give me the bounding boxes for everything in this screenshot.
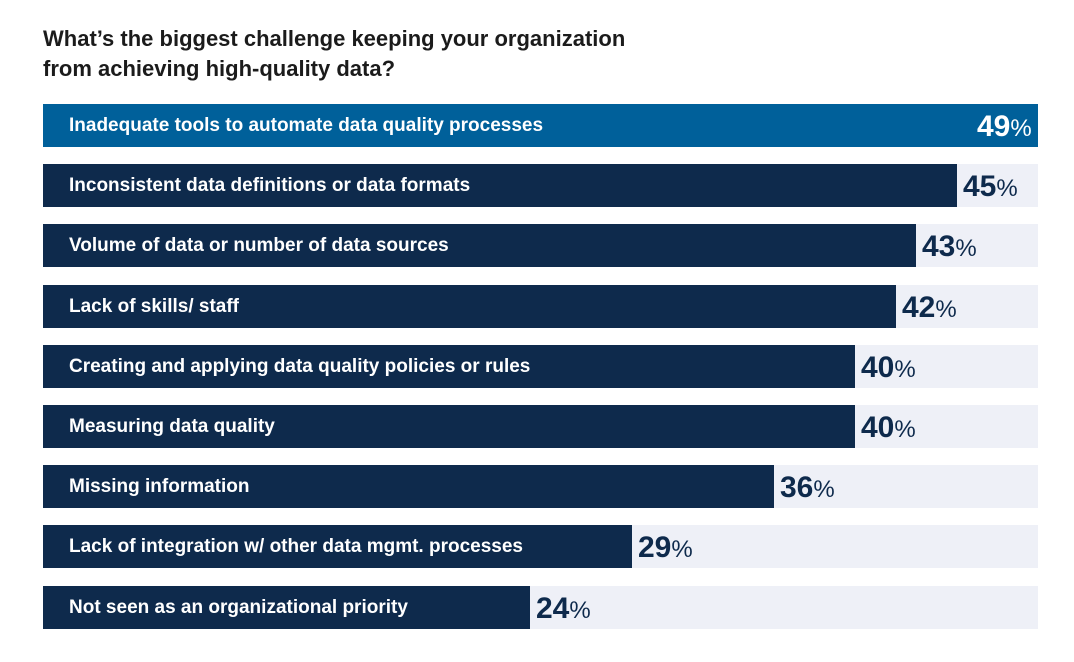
- data-label-percent-sign: %: [935, 296, 957, 323]
- data-label-number: 29: [638, 531, 672, 564]
- data-label-number: 40: [861, 351, 895, 384]
- data-label-percent-sign: %: [955, 235, 977, 262]
- data-label-percent-sign: %: [569, 597, 591, 624]
- bar-chart: Inadequate tools to automate data qualit…: [43, 104, 1038, 629]
- data-label: 40%: [861, 345, 916, 388]
- bar-row: Inconsistent data definitions or data fo…: [43, 164, 1038, 207]
- bar-row: Inadequate tools to automate data qualit…: [43, 104, 1038, 147]
- bar-row: Volume of data or number of data sources…: [43, 224, 1038, 267]
- data-label-number: 45: [963, 170, 997, 203]
- bar-label: Volume of data or number of data sources: [69, 235, 449, 256]
- bar-row: Missing information 36%: [43, 465, 1038, 508]
- data-label-percent-sign: %: [996, 175, 1018, 202]
- data-label: 43%: [922, 224, 977, 267]
- bar-label: Lack of integration w/ other data mgmt. …: [69, 536, 523, 557]
- bar-label: Lack of skills/ staff: [69, 296, 240, 317]
- bar: [43, 164, 957, 207]
- data-label-number: 36: [780, 471, 814, 504]
- data-label-percent-sign: %: [894, 416, 916, 443]
- bar-row: Measuring data quality 40%: [43, 405, 1038, 448]
- bar-row: Lack of integration w/ other data mgmt. …: [43, 525, 1038, 568]
- data-label: 42%: [902, 285, 957, 328]
- bar-label: Measuring data quality: [69, 416, 275, 437]
- data-label-percent-sign: %: [671, 536, 693, 563]
- bar: [43, 285, 896, 328]
- data-label: 40%: [861, 405, 916, 448]
- chart-title: What’s the biggest challenge keeping you…: [43, 26, 626, 81]
- data-label-number: 40: [861, 411, 895, 444]
- data-label-percent-sign: %: [894, 356, 916, 383]
- data-label-number: 42: [902, 291, 936, 324]
- bar: [43, 345, 855, 388]
- data-label-percent-sign: %: [813, 476, 835, 503]
- data-label-number: 24: [536, 592, 570, 625]
- data-label: 29%: [638, 525, 693, 568]
- bar-label: Missing information: [69, 476, 250, 497]
- bar-row: Creating and applying data quality polic…: [43, 345, 1038, 388]
- bar-label: Inconsistent data definitions or data fo…: [69, 175, 471, 196]
- bar: [43, 465, 774, 508]
- bar-label: Not seen as an organizational priority: [69, 597, 408, 618]
- bar-row: Lack of skills/ staff 42%: [43, 285, 1038, 328]
- bar: [43, 405, 855, 448]
- data-label: 36%: [780, 465, 835, 508]
- bar-label: Creating and applying data quality polic…: [69, 356, 531, 377]
- bar: [43, 586, 530, 629]
- data-label: 24%: [536, 586, 591, 629]
- data-label-percent-sign: %: [1010, 115, 1032, 142]
- data-label-number: 43: [922, 230, 956, 263]
- bar-row: Not seen as an organizational priority 24…: [43, 586, 1038, 629]
- data-label: 49%: [977, 104, 1032, 147]
- data-label: 45%: [963, 164, 1018, 207]
- bar-label: Inadequate tools to automate data qualit…: [69, 115, 544, 136]
- bar: [43, 525, 632, 568]
- bar: [43, 104, 1038, 147]
- bar: [43, 224, 916, 267]
- data-label-number: 49: [977, 110, 1011, 143]
